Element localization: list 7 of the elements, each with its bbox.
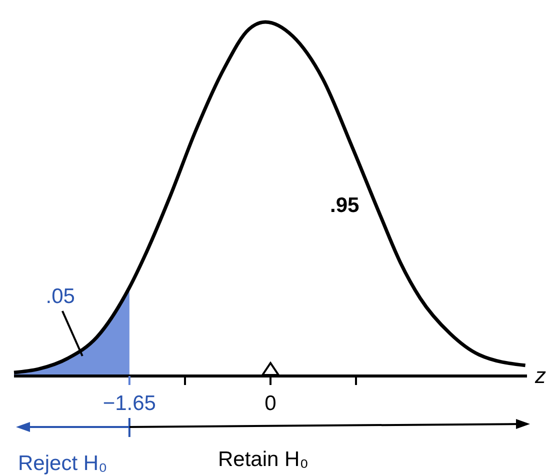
x-tick-label: 0 [264, 392, 276, 415]
text: Retain H₀ [218, 448, 308, 471]
x-tick-label: −1.65 [102, 392, 156, 415]
text: Reject H₀ [18, 452, 108, 475]
annotation: .05 [46, 285, 75, 308]
annotation: .95 [330, 194, 360, 217]
x-axis-title: z [534, 363, 546, 388]
